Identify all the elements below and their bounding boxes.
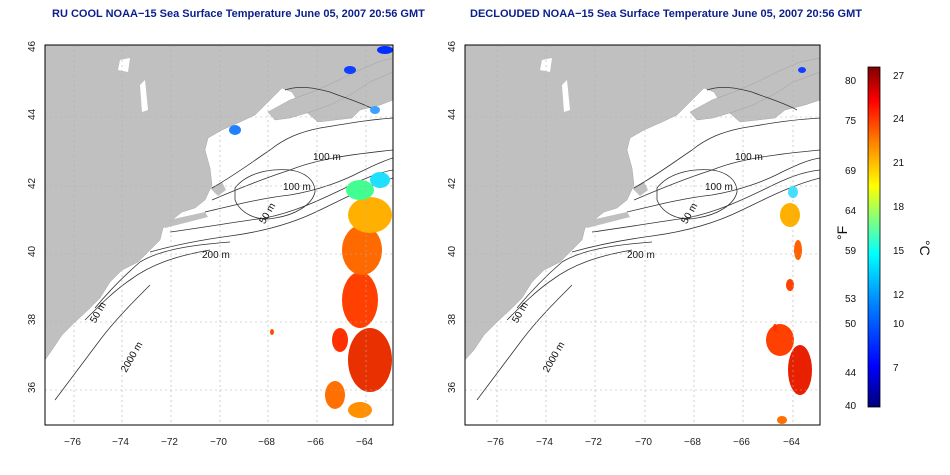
fahrenheit-tick-label: 53	[845, 294, 857, 305]
fahrenheit-tick-label: 80	[845, 76, 857, 87]
lon-tick-label: −72	[585, 437, 602, 448]
nova-scotia-right	[689, 57, 820, 121]
contour-label-right-2: 100 m	[705, 182, 733, 193]
lon-tick-label: −64	[356, 437, 373, 448]
sst-patches-left	[229, 46, 393, 418]
lat-tick-label: 44	[27, 108, 38, 120]
celsius-tick-label: 7	[893, 363, 899, 374]
contour-label-left-2: 100 m	[283, 182, 311, 193]
lon-tick-label: −68	[684, 437, 701, 448]
graticule-right	[465, 45, 820, 425]
lon-tick-label: −74	[536, 437, 553, 448]
lon-tick-label: −66	[733, 437, 750, 448]
colorbar-ramp	[867, 66, 881, 408]
lat-tick-label: 44	[447, 108, 458, 120]
contour-label-left-4: 200 m	[202, 250, 230, 261]
graticule-left	[45, 45, 393, 425]
lon-tick-label: −68	[258, 437, 275, 448]
contour-label-left-3: 50 m	[258, 201, 279, 226]
contour-label-left-1: 100 m	[313, 152, 341, 163]
fahrenheit-unit-label: °F	[834, 226, 850, 240]
celsius-tick-label: 27	[893, 71, 905, 82]
colorbar: 80 75 69 64 59 53 50 44 40 27 24 21 18 1…	[834, 66, 933, 412]
cape-cod-left	[210, 182, 226, 196]
cape-cod-right	[632, 182, 648, 196]
bathymetry-contours-right	[476, 86, 820, 401]
lat-tick-label: 36	[27, 381, 38, 393]
sst-patches-right	[766, 67, 812, 424]
celsius-tick-label: 21	[893, 158, 905, 169]
celsius-tick-label: 18	[893, 202, 905, 213]
map-frame-right	[464, 44, 821, 426]
long-island-left	[160, 212, 208, 228]
contour-label-right-4: 200 m	[627, 250, 655, 261]
map-title-right: DECLOUDED NOAA−15 Sea Surface Temperatur…	[470, 8, 862, 20]
lon-tick-label: −70	[210, 437, 227, 448]
lake-left-2	[140, 80, 148, 112]
lon-tick-label: −72	[161, 437, 178, 448]
lat-axis-left: 36 38 40 42 44 46	[27, 40, 38, 393]
lat-axis-right: 36 38 40 42 44 46	[447, 40, 458, 393]
fahrenheit-tick-label: 69	[845, 166, 857, 177]
lon-tick-label: −70	[635, 437, 652, 448]
lon-tick-label: −64	[783, 437, 800, 448]
lat-tick-label: 46	[27, 40, 38, 52]
celsius-tick-label: 15	[893, 246, 905, 257]
lat-tick-label: 42	[27, 177, 38, 189]
nova-scotia-left	[267, 57, 393, 121]
celsius-tick-label: 10	[893, 319, 905, 330]
contour-label-right-1: 100 m	[735, 152, 763, 163]
lon-axis-right: −76 −74 −72 −70 −68 −66 −64	[487, 437, 800, 448]
contour-label-right-3: 50 m	[680, 201, 701, 226]
long-island-right	[582, 212, 630, 228]
contour-label-left-6: 2000 m	[119, 340, 145, 374]
lon-tick-label: −66	[307, 437, 324, 448]
fahrenheit-ticks: 80 75 69 64 59 53 50 44 40	[845, 76, 857, 412]
lon-axis-left: −76 −74 −72 −70 −68 −66 −64	[64, 437, 373, 448]
celsius-tick-label: 24	[893, 114, 905, 125]
celsius-ticks: 27 24 21 18 15 12 10 7	[893, 71, 905, 374]
fahrenheit-tick-label: 50	[845, 319, 857, 330]
map-left: 100 m 100 m 50 m 200 m 50 m 2000 m 36 38…	[27, 40, 394, 448]
map-title-left: RU COOL NOAA−15 Sea Surface Temperature …	[52, 8, 425, 20]
contour-label-right-6: 2000 m	[541, 340, 567, 374]
fahrenheit-tick-label: 75	[845, 116, 857, 127]
celsius-tick-label: 12	[893, 290, 905, 301]
bathymetry-contours-left	[54, 86, 393, 401]
lat-tick-label: 40	[447, 245, 458, 257]
lat-tick-label: 36	[447, 381, 458, 393]
lon-tick-label: −76	[64, 437, 81, 448]
map-frame-left	[44, 44, 394, 426]
fahrenheit-tick-label: 64	[845, 206, 857, 217]
lake-right-2	[562, 80, 570, 112]
lon-tick-label: −76	[487, 437, 504, 448]
lat-tick-label: 38	[27, 313, 38, 325]
map-right: 100 m 100 m 50 m 200 m 50 m 2000 m 36 38…	[447, 40, 821, 448]
lat-tick-label: 46	[447, 40, 458, 52]
lat-tick-label: 42	[447, 177, 458, 189]
celsius-unit-label: °C	[917, 240, 933, 256]
lat-tick-label: 38	[447, 313, 458, 325]
land-mass-left	[45, 45, 393, 361]
lat-tick-label: 40	[27, 245, 38, 257]
lon-tick-label: −74	[112, 437, 129, 448]
fahrenheit-tick-label: 44	[845, 368, 857, 379]
fahrenheit-tick-label: 59	[845, 246, 857, 257]
fahrenheit-tick-label: 40	[845, 401, 857, 412]
land-mass-right	[465, 45, 820, 361]
lake-left	[118, 58, 130, 72]
